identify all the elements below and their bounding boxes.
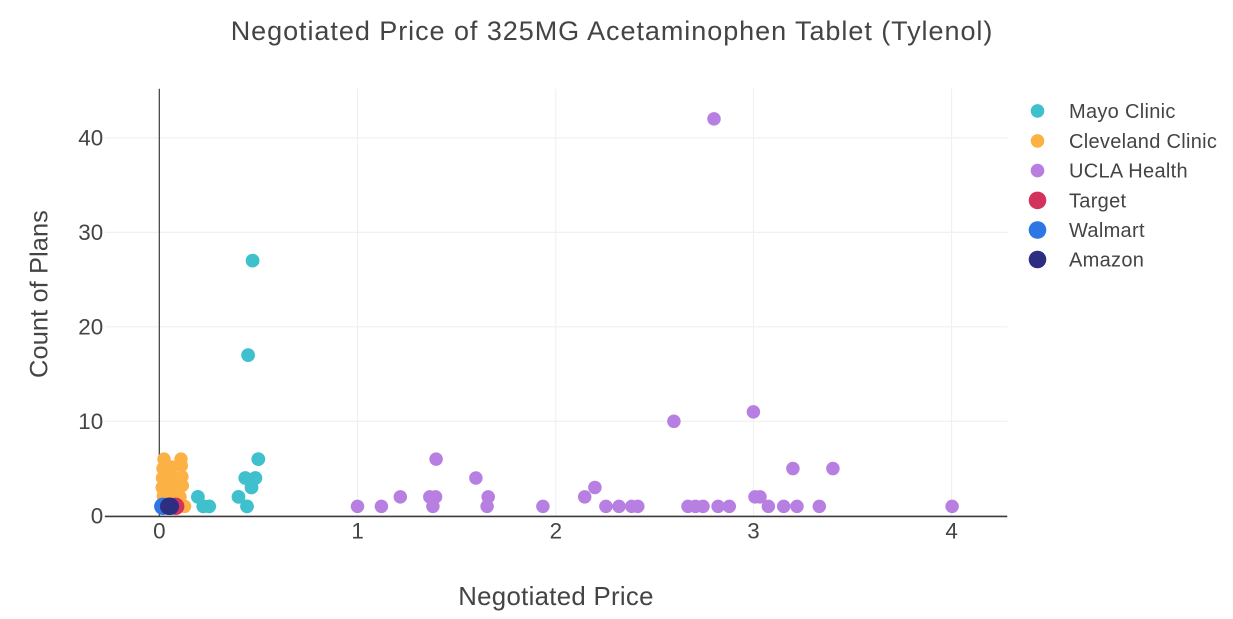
svg-text:Negotiated Price of 325MG Acet: Negotiated Price of 325MG Acetaminophen …	[231, 16, 994, 46]
svg-text:UCLA Health: UCLA Health	[1069, 161, 1188, 183]
svg-text:3: 3	[747, 518, 759, 543]
svg-text:Target: Target	[1069, 190, 1127, 212]
svg-text:Mayo Clinic: Mayo Clinic	[1069, 101, 1176, 123]
svg-text:0: 0	[153, 518, 165, 543]
svg-text:30: 30	[78, 220, 103, 245]
svg-text:1: 1	[351, 518, 363, 543]
svg-text:Cleveland Clinic: Cleveland Clinic	[1069, 131, 1217, 153]
svg-text:Amazon: Amazon	[1069, 250, 1144, 272]
svg-text:2: 2	[550, 518, 562, 543]
svg-text:20: 20	[78, 314, 103, 339]
svg-text:Count of Plans: Count of Plans	[26, 210, 54, 378]
svg-text:0: 0	[91, 503, 103, 528]
svg-text:Negotiated Price: Negotiated Price	[458, 583, 654, 611]
svg-text:40: 40	[78, 125, 103, 150]
svg-text:Walmart: Walmart	[1069, 220, 1145, 242]
svg-text:10: 10	[78, 409, 103, 434]
svg-text:4: 4	[945, 518, 957, 543]
